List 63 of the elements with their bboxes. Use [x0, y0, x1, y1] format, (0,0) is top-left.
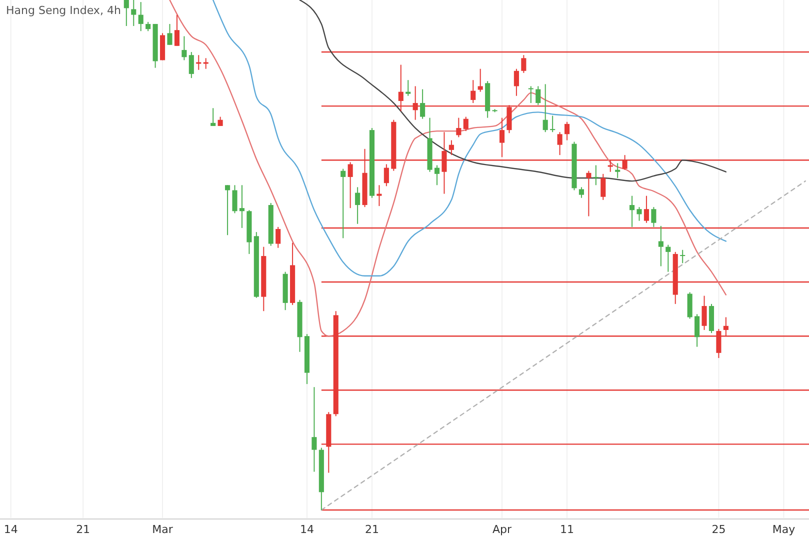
candlestick [702, 295, 707, 330]
candlestick [470, 80, 476, 104]
candlestick [210, 108, 216, 126]
candlestick [550, 115, 556, 133]
candlestick [557, 132, 562, 156]
x-tick-label: 21 [364, 523, 379, 536]
x-tick-label: 14 [4, 523, 18, 536]
x-tick-label: 14 [300, 523, 314, 536]
candlestick [188, 52, 194, 79]
candlestick [146, 21, 151, 32]
x-tick-label: Mar [152, 523, 174, 536]
candlestick [687, 292, 692, 320]
candlestick [600, 173, 606, 200]
candlestick [636, 206, 642, 222]
candlestick [355, 186, 360, 224]
candlestick [232, 184, 238, 214]
x-tick-label: 25 [712, 523, 726, 536]
candlestick [586, 170, 592, 217]
candlestick [694, 314, 700, 348]
candlestick [651, 206, 656, 228]
candlestick [542, 84, 548, 133]
candlestick [138, 2, 144, 32]
candlestick [478, 68, 483, 92]
candlestick [658, 225, 664, 267]
candlestick [463, 116, 468, 132]
chart-title: Hang Seng Index, 4h [6, 4, 121, 17]
candlestick [312, 386, 317, 472]
candlestick [456, 117, 462, 138]
candlestick [434, 164, 440, 186]
candlestick [448, 140, 454, 156]
candlestick [340, 168, 346, 239]
x-tick-label: 11 [560, 523, 574, 536]
candlestick [564, 121, 570, 141]
candlestick [167, 23, 172, 46]
candlestick [644, 195, 650, 224]
candlestick [615, 162, 620, 178]
candlestick [196, 54, 202, 70]
candlestick [218, 116, 223, 126]
x-tick-label: Apr [492, 523, 512, 536]
candlestick [666, 244, 671, 272]
x-tick-label: 21 [76, 523, 90, 536]
candlestick [593, 164, 598, 186]
candlestick [630, 195, 635, 228]
candlestick [131, 0, 136, 27]
candlestick [182, 36, 187, 61]
candlestick [239, 184, 245, 228]
candlestick [536, 86, 541, 106]
candlestick [276, 226, 281, 248]
candlestick [174, 14, 180, 46]
candlestick [376, 184, 382, 207]
candlestick [521, 54, 526, 74]
candlestick [578, 186, 584, 198]
candlestick [499, 117, 505, 158]
candlestick [124, 0, 129, 27]
candlestick [384, 164, 389, 187]
candlestick [406, 80, 411, 96]
candlestick [203, 58, 208, 70]
x-tick-label: May [772, 523, 796, 536]
candlestick [420, 88, 426, 120]
candlestick [680, 249, 686, 264]
candlestick [514, 68, 519, 96]
candlestick [528, 86, 534, 104]
candlestick [225, 184, 230, 236]
